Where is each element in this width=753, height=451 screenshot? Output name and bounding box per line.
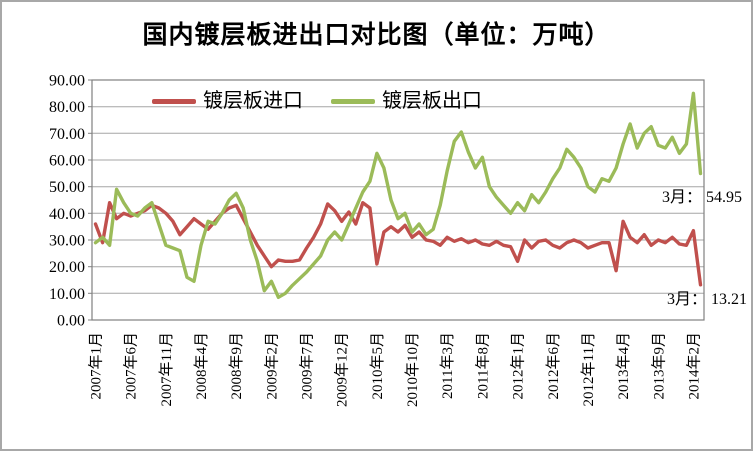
y-tick-label: 50.00 <box>49 179 85 196</box>
legend-item-export: 镀层板出口 <box>331 91 482 111</box>
x-tick-label: 2007年1月 <box>88 332 105 400</box>
x-tick-label: 2007年11月 <box>158 332 175 406</box>
x-tick-label: 2014年2月 <box>685 332 702 400</box>
annotation-export-latest: 3月： 54.95 <box>661 189 742 206</box>
x-tick-label: 2011年3月 <box>439 332 456 399</box>
y-tick-label: 0.00 <box>57 313 85 330</box>
x-tick-label: 2012年1月 <box>510 332 527 400</box>
legend-label-export: 镀层板出口 <box>382 90 482 112</box>
legend: 镀层板进口 镀层板出口 <box>152 88 482 114</box>
legend-swatch-export <box>331 98 375 104</box>
x-tick-label: 2009年12月 <box>334 332 351 407</box>
legend-swatch-import <box>152 98 196 104</box>
y-tick-label: 80.00 <box>49 99 85 116</box>
x-tick-label: 2013年9月 <box>650 332 667 400</box>
y-tick-label: 30.00 <box>49 233 85 250</box>
x-tick-label: 2012年6月 <box>545 332 562 400</box>
series-line-import <box>93 200 703 287</box>
y-tick-label: 90.00 <box>49 73 85 90</box>
x-tick-label: 2013年4月 <box>615 332 632 400</box>
x-tick-label: 2009年2月 <box>263 332 280 400</box>
legend-item-import: 镀层板进口 <box>152 91 303 111</box>
y-tick-label: 20.00 <box>49 259 85 276</box>
y-tick-label: 60.00 <box>49 153 85 170</box>
x-tick-label: 2011年8月 <box>474 332 491 399</box>
y-tick-label: 40.00 <box>49 206 85 223</box>
x-tick-label: 2007年6月 <box>123 332 140 400</box>
annotation-import-latest: 3月： 13.21 <box>666 291 747 308</box>
x-tick-label: 2009年7月 <box>299 332 316 400</box>
x-tick-label: 2008年4月 <box>193 332 210 400</box>
y-tick-label: 70.00 <box>49 126 85 143</box>
series-line-export <box>93 91 703 299</box>
plot-border <box>91 79 705 321</box>
x-tick-label: 2008年9月 <box>228 332 245 400</box>
y-tick-label: 10.00 <box>49 286 85 303</box>
x-tick-label: 2012年11月 <box>580 332 597 406</box>
x-tick-label: 2010年5月 <box>369 332 386 400</box>
legend-label-import: 镀层板进口 <box>203 90 303 112</box>
chart-title: 国内镀层板进出口对比图（单位：万吨） <box>142 22 611 49</box>
x-tick-label: 2010年10月 <box>404 332 421 407</box>
